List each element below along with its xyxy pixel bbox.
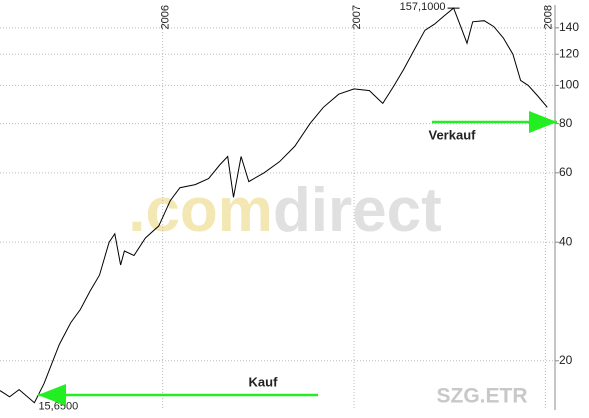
y-tick-label: 100 <box>559 78 579 92</box>
annotation: 157,1000 <box>400 1 446 13</box>
y-tick-label: 20 <box>559 353 573 367</box>
symbol: SZG.ETR <box>436 385 527 408</box>
watermark-part: .com <box>128 176 273 245</box>
y-tick-label: 80 <box>559 116 573 130</box>
x-tick-label: 2006 <box>160 5 172 29</box>
y-tick-label: 120 <box>559 46 579 60</box>
y-tick-label: 60 <box>559 165 573 179</box>
watermark-part: direct <box>273 176 442 245</box>
y-tick-label: 140 <box>559 20 579 34</box>
sell-arrow-head <box>529 111 557 133</box>
y-tick-label: 40 <box>559 234 573 248</box>
watermark: .comdirect <box>128 176 442 245</box>
x-tick-label: 2008 <box>542 5 554 29</box>
x-tick-label: 2007 <box>351 5 363 29</box>
buy-label: Kauf <box>249 374 279 389</box>
price-line <box>0 7 548 404</box>
buy-arrow-head <box>38 384 66 406</box>
sell-label: Verkauf <box>429 127 477 142</box>
annotation: 15,6500 <box>38 401 78 413</box>
